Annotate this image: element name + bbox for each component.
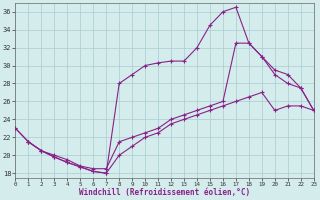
X-axis label: Windchill (Refroidissement éolien,°C): Windchill (Refroidissement éolien,°C) — [79, 188, 250, 197]
